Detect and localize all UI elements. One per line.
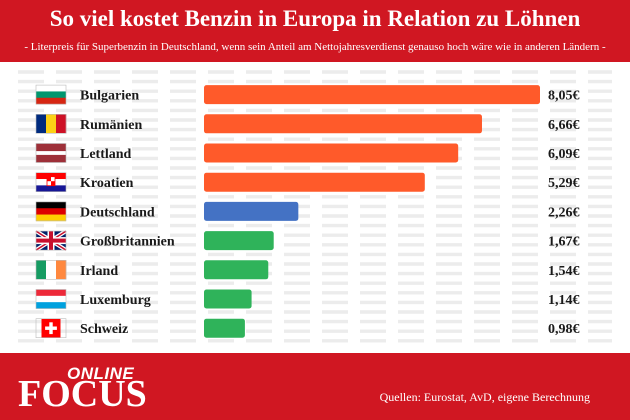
value-label: 6,66€: [548, 118, 580, 133]
bar-luxemburg: [204, 289, 252, 309]
footer-banner: [0, 353, 630, 420]
bar-rum-nien: [204, 114, 482, 134]
header-banner: [0, 0, 630, 62]
bar-lettland: [204, 143, 459, 163]
flag-hr-icon: [35, 172, 67, 192]
country-label: Lettland: [80, 147, 132, 162]
country-label: Schweiz: [80, 322, 128, 337]
bar-kroatien: [204, 172, 425, 192]
value-label: 8,05€: [548, 89, 580, 104]
bar-irland: [204, 260, 269, 280]
focus-logo: FOCUS: [18, 373, 147, 415]
value-label: 1,14€: [548, 293, 580, 308]
background-stripes: [18, 70, 612, 343]
chart-subtitle: - Literpreis für Superbenzin in Deutschl…: [24, 41, 606, 53]
value-label: 6,09€: [548, 147, 580, 162]
flag-ch-icon: [35, 318, 67, 338]
value-label: 0,98€: [548, 322, 580, 337]
chart-title: So viel kostet Benzin in Europa in Relat…: [49, 6, 581, 31]
country-label: Rumänien: [80, 118, 142, 133]
flag-lv-icon: [35, 143, 67, 163]
country-label: Deutschland: [80, 205, 155, 220]
value-label: 5,29€: [548, 176, 580, 191]
country-label: Bulgarien: [80, 89, 139, 104]
flag-gb-icon: [34, 229, 68, 252]
source-note: Quellen: Eurostat, AvD, eigene Berechnun…: [379, 390, 590, 404]
flag-de-icon: [35, 201, 67, 222]
flag-ro-icon: [35, 113, 67, 134]
logo-online: ONLINE: [67, 364, 135, 383]
bar-schweiz: [204, 318, 245, 338]
value-label: 1,54€: [548, 264, 580, 279]
flag-ie-icon: [35, 260, 67, 280]
bar-deutschland: [204, 201, 299, 221]
value-label: 1,67€: [548, 235, 580, 250]
country-label: Großbritannien: [80, 235, 175, 250]
flag-bg-icon: [35, 84, 67, 105]
country-label: Luxemburg: [80, 293, 151, 308]
country-label: Irland: [80, 264, 118, 279]
bar-chart: Bulgarien 8,05€ Rumänien 6,66€ Lettland 6,09€…: [18, 70, 612, 343]
bar-bulgarien: [204, 85, 540, 105]
flag-lu-icon: [35, 289, 67, 309]
country-label: Kroatien: [80, 176, 134, 191]
bar-gro-britannien: [204, 231, 274, 251]
value-label: 2,26€: [548, 205, 580, 220]
